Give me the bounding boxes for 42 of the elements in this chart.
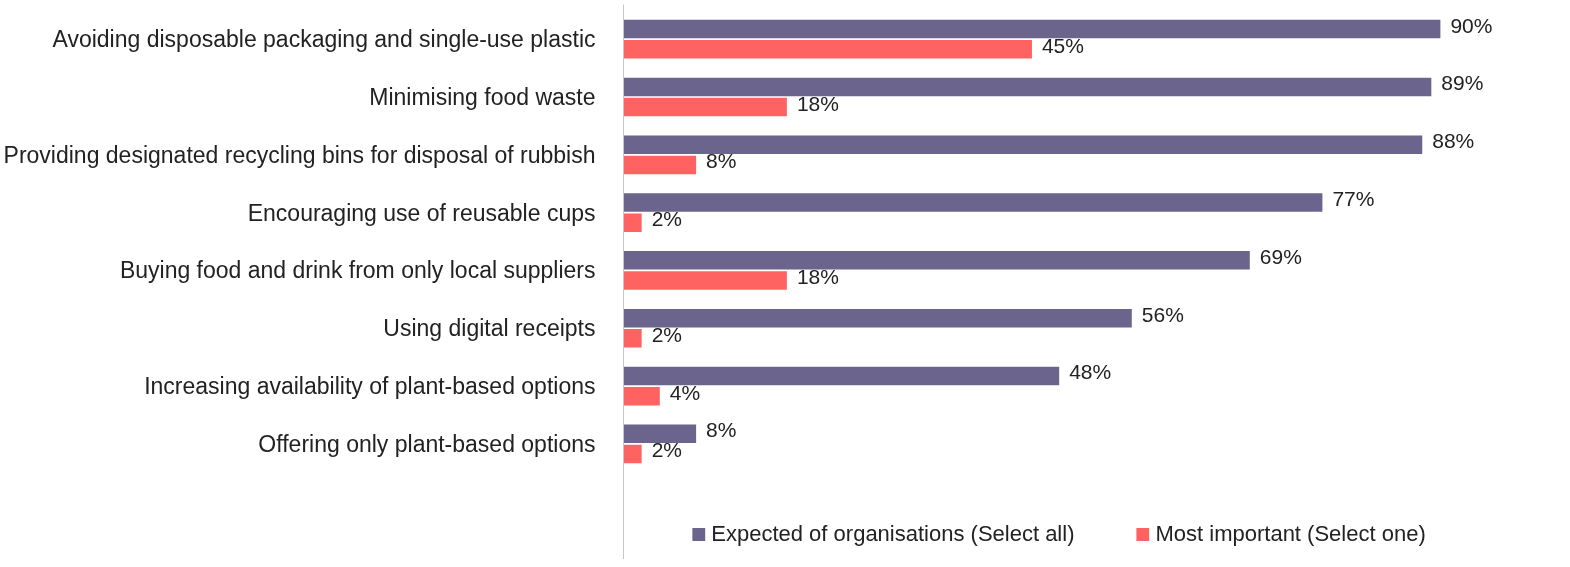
data-label: 2% xyxy=(651,322,683,346)
data-label: 77% xyxy=(1332,187,1375,211)
bar xyxy=(623,271,787,290)
bar xyxy=(623,155,697,175)
y-tick-label: Increasing availability of plant-based options xyxy=(144,373,596,400)
bar xyxy=(623,444,642,464)
y-tick-label: Buying food and drink from only local suppliers xyxy=(119,257,596,284)
bar xyxy=(623,135,1423,154)
data-label: 88% xyxy=(1432,129,1475,153)
bar xyxy=(623,19,1441,39)
legend-label: Most important (Select one) xyxy=(1155,521,1426,547)
bar xyxy=(623,40,1032,59)
bar xyxy=(623,213,642,232)
data-label: 2% xyxy=(651,438,683,462)
bar xyxy=(623,251,1250,270)
data-label: 8% xyxy=(706,418,737,442)
bar xyxy=(623,77,1432,97)
legend-label: Expected of organisations (Select all) xyxy=(711,521,1075,547)
bar xyxy=(623,366,1060,386)
data-label: 69% xyxy=(1259,244,1302,268)
data-label: 18% xyxy=(796,265,839,289)
bar xyxy=(623,424,697,444)
data-label: 8% xyxy=(706,149,737,173)
bar xyxy=(623,308,1132,328)
data-label: 2% xyxy=(651,207,683,231)
y-tick-label: Minimising food waste xyxy=(369,84,596,110)
data-label: 90% xyxy=(1450,13,1493,37)
y-tick-label: Offering only plant-based options xyxy=(258,430,596,457)
bar xyxy=(623,97,787,117)
y-tick-label: Avoiding disposable packaging and single-use plastic xyxy=(52,26,596,53)
y-tick-label: Using digital receipts xyxy=(383,315,596,342)
data-label: 48% xyxy=(1069,360,1112,384)
data-label: 89% xyxy=(1441,71,1484,95)
data-label: 56% xyxy=(1141,302,1184,326)
data-label: 45% xyxy=(1041,33,1084,57)
data-label: 18% xyxy=(796,91,839,115)
bar xyxy=(623,193,1323,212)
bar xyxy=(623,386,660,406)
y-tick-label: Providing designated recycling bins for disposal of rubbish xyxy=(3,141,596,168)
data-label: 4% xyxy=(669,380,701,404)
y-tick-label: Encouraging use of reusable cups xyxy=(247,199,596,226)
bar xyxy=(623,329,642,348)
